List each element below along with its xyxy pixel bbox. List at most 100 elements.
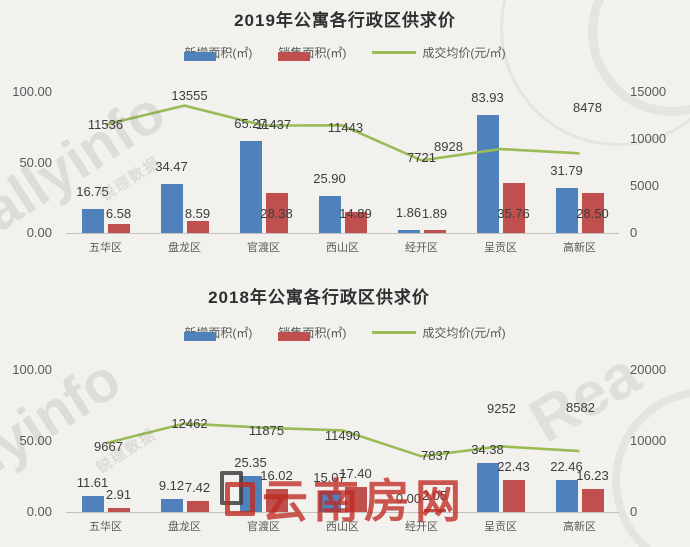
avg-price-value: 11490 [324, 428, 361, 444]
sold-area-bar [502, 480, 525, 512]
left-axis-tick: 50.00 [19, 154, 52, 170]
legend-swatch-avg-price-icon [372, 51, 417, 54]
new-area-value: 22.46 [550, 459, 583, 475]
x-axis-label: 官渡区 [247, 521, 280, 533]
new-area-value: 25.90 [313, 171, 346, 187]
sold-area-value: 28.50 [576, 206, 609, 221]
sold-area-value: 28.38 [260, 206, 293, 221]
avg-price-value: 8928 [434, 139, 463, 155]
legend-item-avg-price: 成交均价(元/㎡) [372, 44, 506, 61]
plot-area: 11.61 2.91 五华区 9.12 7.42 盘龙区 25.35 16.02 官渡区 15.0… [66, 370, 619, 533]
chart-2019: 2019年公寓各行政区供求价 新增面积(㎡) 销售面积(㎡) 成交均价(元/㎡)… [0, 0, 690, 270]
sold-area-bar [186, 501, 209, 512]
avg-price-value: 9667 [94, 439, 123, 455]
new-area-bar [555, 480, 578, 512]
new-area-value: 1.86 [395, 205, 422, 221]
sold-area-value: 16.02 [260, 468, 293, 484]
avg-price-value: 11443 [327, 120, 364, 136]
x-axis-label: 盘龙区 [168, 521, 201, 533]
new-area-value: 16.75 [76, 184, 109, 200]
right-axis-tick: 10000 [630, 131, 667, 146]
legend-swatch-avg-price-icon [372, 331, 417, 334]
left-axis-tick: 100.00 [12, 84, 52, 99]
right-axis-tick: 0 [630, 504, 638, 519]
new-area-bar [476, 114, 499, 233]
right-axis: 15000 10000 5000 0 [630, 0, 690, 270]
legend: 新增面积(㎡) 销售面积(㎡) 成交均价(元/㎡) [0, 324, 690, 341]
avg-price-value: 7721 [407, 150, 436, 166]
x-axis-label: 五华区 [89, 521, 122, 533]
avg-price-line [105, 104, 580, 162]
sold-area-bar [423, 230, 446, 233]
x-axis-label: 五华区 [89, 242, 122, 254]
sold-area-bar [423, 509, 446, 512]
right-axis-tick: 5000 [630, 178, 659, 193]
sold-area-value: 14.89 [339, 206, 372, 221]
chart-title: 2018年公寓各行政区供求价 [208, 288, 430, 307]
legend-swatch-new-area-icon [184, 332, 217, 341]
avg-price-value: 11875 [248, 422, 285, 438]
legend-swatch-new-area-icon [184, 52, 217, 61]
avg-price-line [105, 422, 580, 458]
x-axis-label: 盘龙区 [168, 242, 201, 254]
sold-area-value: 16.23 [576, 467, 609, 483]
avg-price-value: 11437 [255, 117, 292, 133]
new-area-bar [397, 230, 420, 233]
sold-area-value: 22.43 [497, 459, 530, 475]
left-axis-tick: 100.00 [12, 362, 52, 377]
chart-2018: 2018年公寓各行政区供求价 新增面积(㎡) 销售面积(㎡) 成交均价(元/㎡)… [0, 270, 690, 547]
left-axis-tick: 50.00 [19, 433, 52, 448]
legend-item-sold-area: 销售面积(㎡) [278, 324, 346, 341]
sold-area-bar [107, 223, 130, 233]
avg-price-value: 8478 [573, 100, 602, 116]
new-area-value: 83.93 [471, 89, 504, 105]
legend-label-avg-price: 成交均价(元/㎡) [422, 326, 506, 340]
new-area-bar [81, 209, 104, 233]
new-area-value: 0.00 [395, 491, 422, 506]
new-area-value: 34.47 [155, 159, 188, 175]
right-axis: 20000 10000 0 [630, 270, 690, 547]
sold-area-value: 7.42 [184, 480, 211, 496]
x-axis-label: 呈贡区 [484, 521, 517, 533]
left-axis: 100.00 50.00 0.00 [0, 0, 52, 270]
sold-area-bar [502, 182, 525, 233]
new-area-value: 15.07 [313, 469, 346, 485]
legend-label-avg-price: 成交均价(元/㎡) [422, 46, 506, 60]
legend: 新增面积(㎡) 销售面积(㎡) 成交均价(元/㎡) [0, 44, 690, 61]
sold-area-bar [107, 507, 130, 512]
sold-area-value: 8.59 [184, 206, 211, 221]
right-axis-tick: 20000 [630, 362, 667, 377]
avg-price-value: 11536 [87, 116, 124, 132]
avg-price-value: 12462 [171, 415, 208, 431]
sold-area-bar [186, 220, 209, 233]
new-area-value: 34.38 [471, 442, 504, 458]
legend-item-sold-area: 销售面积(㎡) [278, 44, 346, 61]
sold-area-bar [265, 192, 288, 233]
legend-swatch-sold-area-icon [278, 52, 311, 61]
x-axis-label: 高新区 [563, 242, 596, 254]
new-area-bar [476, 463, 499, 512]
new-area-value: 11.61 [76, 474, 109, 490]
sold-area-value: 1.89 [421, 206, 448, 221]
new-area-bar [555, 188, 578, 233]
avg-price-value: 7837 [421, 448, 450, 464]
x-axis-label: 高新区 [563, 521, 596, 533]
new-area-bar [160, 184, 183, 233]
plot-area: 16.75 6.58 五华区 34.47 8.59 盘龙区 65.27 28.38 官渡区 25.… [66, 88, 619, 254]
sold-area-bar [344, 212, 367, 233]
sold-area-bar [581, 192, 604, 233]
new-area-value: 65.27 [234, 115, 267, 131]
new-area-value: 25.35 [234, 455, 267, 471]
avg-price-value: 9252 [487, 401, 516, 417]
new-area-bar [318, 196, 341, 233]
avg-price-value: 13555 [171, 87, 208, 103]
new-area-value: 31.79 [550, 163, 583, 179]
x-axis-label: 经开区 [405, 521, 438, 533]
avg-price-value: 8582 [566, 400, 595, 416]
sold-area-value: 2.91 [105, 486, 132, 502]
new-area-value: 9.12 [158, 478, 185, 494]
left-axis-tick: 0.00 [26, 225, 52, 240]
right-axis-tick: 10000 [630, 433, 667, 448]
legend-item-avg-price: 成交均价(元/㎡) [372, 324, 506, 341]
